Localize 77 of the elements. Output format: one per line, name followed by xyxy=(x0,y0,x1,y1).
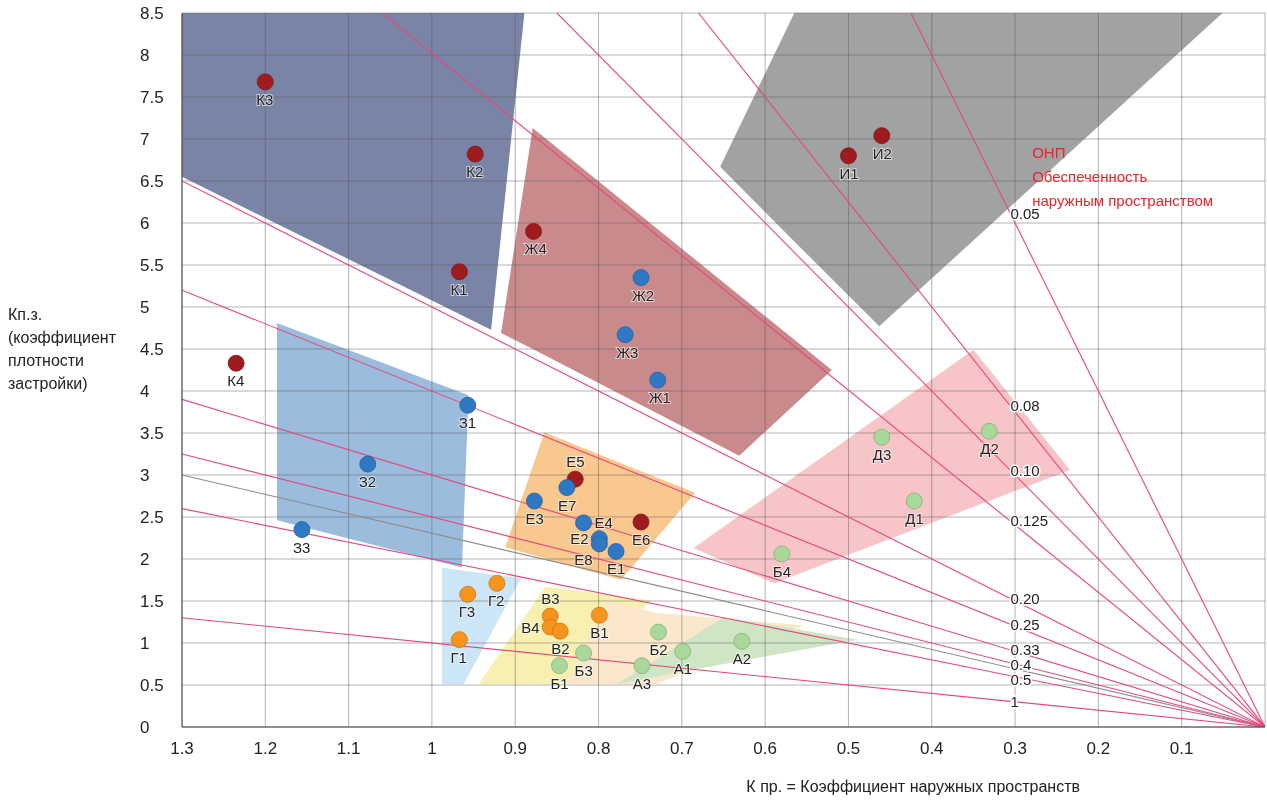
y-tick-label: 6 xyxy=(140,213,150,233)
annotation: К1 xyxy=(450,280,468,298)
annotation: Б2 xyxy=(649,641,668,659)
y-tick-label: 5 xyxy=(140,297,150,317)
annotation: В4 xyxy=(521,618,540,636)
x-tick-label: 1 xyxy=(427,739,437,758)
annotation: К4 xyxy=(227,372,245,390)
annotation: Б4 xyxy=(772,562,791,580)
annotation: Ж1 xyxy=(648,389,671,407)
annotation: В3 xyxy=(541,590,560,608)
x-tick-label: 0.1 xyxy=(1169,739,1194,758)
series-label: 0.20 xyxy=(1010,589,1040,607)
y-tick-label: 1.5 xyxy=(140,591,164,611)
y-axis-title: Кп.з. (коэффициент плотности застройки) xyxy=(8,306,117,392)
annotation: Е6 xyxy=(632,531,651,549)
x-tick-label: 0.4 xyxy=(919,739,944,758)
x-tick-label: 0.3 xyxy=(1003,739,1027,758)
annotation: Е5 xyxy=(566,453,585,471)
annotation: Е3 xyxy=(525,510,544,528)
y-tick-label: 3 xyxy=(140,465,150,485)
annotation: Е2 xyxy=(570,530,589,548)
annotation: И2 xyxy=(872,144,892,162)
annotation: А2 xyxy=(732,650,752,668)
series-label: 0.33 xyxy=(1010,641,1040,659)
x-tick-label: 0.9 xyxy=(503,739,528,758)
annotation: З2 xyxy=(358,473,377,491)
y-tick-label: 5.5 xyxy=(140,255,164,275)
annotation: Д3 xyxy=(872,446,892,464)
annotation: Ж4 xyxy=(524,240,547,258)
x-tick-label: 0.5 xyxy=(836,739,861,758)
annotation: А3 xyxy=(632,674,652,692)
annotation: К2 xyxy=(466,163,484,181)
y-tick-label: 3.5 xyxy=(140,423,164,443)
annotation: Г2 xyxy=(487,592,505,610)
y-tick-label: 7 xyxy=(140,129,150,149)
annotation: З3 xyxy=(292,538,311,556)
annotation: Е7 xyxy=(557,496,577,514)
annotation: Е8 xyxy=(574,550,593,568)
annotation: Г3 xyxy=(458,603,476,621)
series-label: 0.25 xyxy=(1010,615,1040,633)
x-tick-label: 0.2 xyxy=(1086,739,1111,758)
x-tick-label: 0.8 xyxy=(586,739,611,758)
annotation: Е1 xyxy=(607,560,626,578)
y-tick-label: 2.5 xyxy=(140,507,164,527)
annotation: Д1 xyxy=(905,510,924,528)
x-tick-label: 1.2 xyxy=(253,739,278,758)
annotation: В1 xyxy=(590,624,609,642)
series-label: 0.10 xyxy=(1010,461,1040,479)
x-tick-label: 1.1 xyxy=(336,739,361,758)
annotation: И1 xyxy=(839,164,859,182)
y-tick-label: 0 xyxy=(140,717,150,737)
annotation: В2 xyxy=(551,640,570,658)
annotation: Д2 xyxy=(980,440,999,458)
annotation: Б1 xyxy=(550,674,569,692)
annotation: З1 xyxy=(458,414,477,432)
series-label: 0.08 xyxy=(1010,397,1040,415)
y-tick-label: 7.5 xyxy=(140,87,164,107)
y-tick-label: 6.5 xyxy=(140,171,164,191)
annotation: ОНП xyxy=(1032,144,1066,161)
series-label: 0.125 xyxy=(1010,512,1049,530)
x-tick-label: 0.7 xyxy=(670,739,694,758)
x-axis-title: К пр. = Коэффициент наружных пространств xyxy=(746,778,1080,795)
annotation: Б3 xyxy=(574,662,593,680)
annotation: К3 xyxy=(256,90,274,108)
x-tick-label: 0.6 xyxy=(753,739,777,758)
x-tick-label: 1.3 xyxy=(170,739,194,758)
y-tick-label: 8 xyxy=(140,45,150,65)
y-tick-label: 4.5 xyxy=(140,339,164,359)
y-tick-label: 2 xyxy=(140,549,150,569)
annotation: Е4 xyxy=(594,514,613,532)
y-tick-label: 0.5 xyxy=(140,675,164,695)
y-tick-label: 1 xyxy=(140,633,150,653)
annotation: Ж3 xyxy=(616,343,639,361)
annotation: Ж2 xyxy=(632,286,655,304)
y-tick-label: 8.5 xyxy=(140,3,164,23)
annotation: Г1 xyxy=(450,648,467,666)
y-tick-label: 4 xyxy=(140,381,150,401)
